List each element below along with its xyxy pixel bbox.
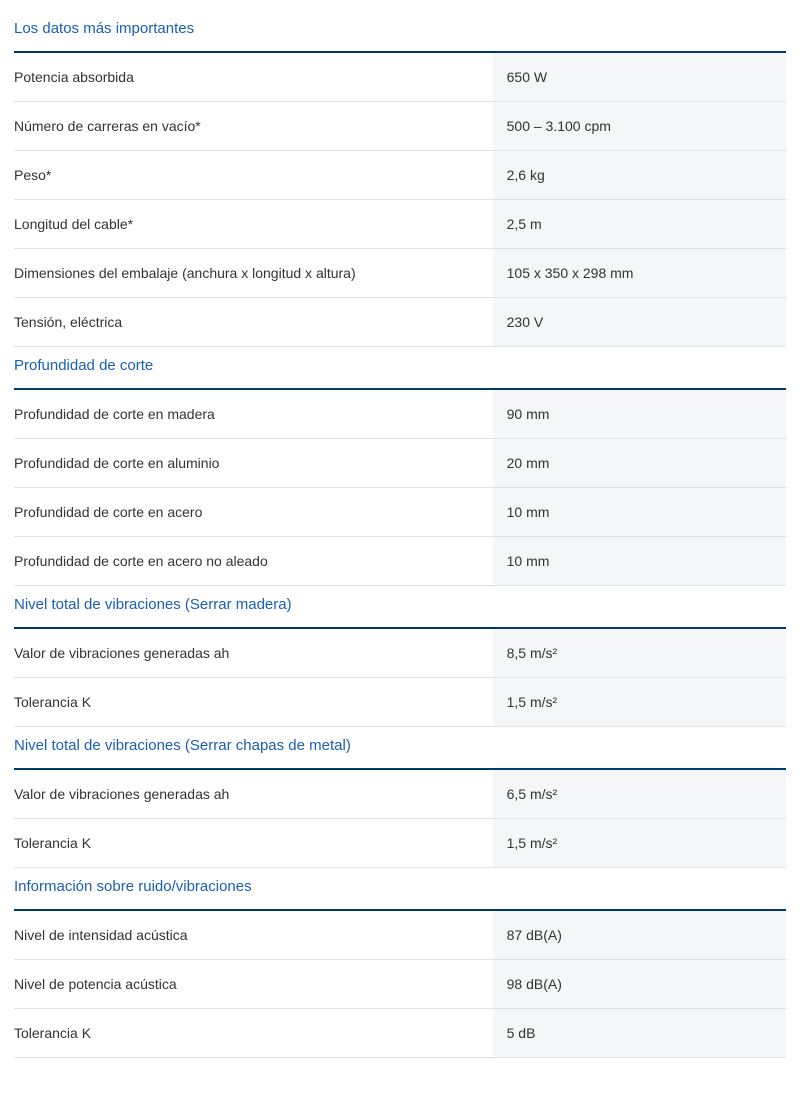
spec-sheet: Los datos más importantes Potencia absor… xyxy=(0,0,800,1078)
table-row: Longitud del cable* 2,5 m xyxy=(14,200,786,249)
table-row: Tolerancia K 1,5 m/s² xyxy=(14,819,786,868)
spec-value: 2,5 m xyxy=(493,200,786,248)
spec-label: Peso* xyxy=(14,151,493,199)
table-row: Valor de vibraciones generadas ah 8,5 m/… xyxy=(14,629,786,678)
table-row: Profundidad de corte en madera 90 mm xyxy=(14,390,786,439)
spec-value: 98 dB(A) xyxy=(493,960,786,1008)
spec-value: 650 W xyxy=(493,53,786,101)
spec-label: Potencia absorbida xyxy=(14,53,493,101)
spec-label: Longitud del cable* xyxy=(14,200,493,248)
spec-label: Tolerancia K xyxy=(14,678,493,726)
spec-label: Nivel de intensidad acústica xyxy=(14,911,493,959)
section-title: Nivel total de vibraciones (Serrar mader… xyxy=(14,586,786,627)
table-row: Nivel de potencia acústica 98 dB(A) xyxy=(14,960,786,1009)
table-row: Peso* 2,6 kg xyxy=(14,151,786,200)
table-row: Tolerancia K 5 dB xyxy=(14,1009,786,1058)
spec-label: Profundidad de corte en acero xyxy=(14,488,493,536)
spec-value: 10 mm xyxy=(493,488,786,536)
table-row: Valor de vibraciones generadas ah 6,5 m/… xyxy=(14,770,786,819)
table-row: Potencia absorbida 650 W xyxy=(14,53,786,102)
spec-label: Dimensiones del embalaje (anchura x long… xyxy=(14,249,493,297)
table-row: Tolerancia K 1,5 m/s² xyxy=(14,678,786,727)
table-row: Número de carreras en vacío* 500 – 3.100… xyxy=(14,102,786,151)
section-title: Información sobre ruido/vibraciones xyxy=(14,868,786,909)
section-title: Profundidad de corte xyxy=(14,347,786,388)
spec-value: 10 mm xyxy=(493,537,786,585)
spec-value: 1,5 m/s² xyxy=(493,819,786,867)
spec-label: Tolerancia K xyxy=(14,1009,493,1057)
spec-value: 2,6 kg xyxy=(493,151,786,199)
table-row: Profundidad de corte en aluminio 20 mm xyxy=(14,439,786,488)
table-row: Nivel de intensidad acústica 87 dB(A) xyxy=(14,911,786,960)
spec-value: 1,5 m/s² xyxy=(493,678,786,726)
spec-value: 230 V xyxy=(493,298,786,346)
spec-value: 6,5 m/s² xyxy=(493,770,786,818)
spec-value: 90 mm xyxy=(493,390,786,438)
section-title: Nivel total de vibraciones (Serrar chapa… xyxy=(14,727,786,768)
spec-value: 87 dB(A) xyxy=(493,911,786,959)
table-row: Profundidad de corte en acero no aleado … xyxy=(14,537,786,586)
spec-label: Profundidad de corte en madera xyxy=(14,390,493,438)
spec-label: Tolerancia K xyxy=(14,819,493,867)
spec-value: 105 x 350 x 298 mm xyxy=(493,249,786,297)
table-row: Dimensiones del embalaje (anchura x long… xyxy=(14,249,786,298)
spec-label: Valor de vibraciones generadas ah xyxy=(14,770,493,818)
table-row: Tensión, eléctrica 230 V xyxy=(14,298,786,347)
spec-label: Tensión, eléctrica xyxy=(14,298,493,346)
spec-label: Profundidad de corte en acero no aleado xyxy=(14,537,493,585)
section-title: Los datos más importantes xyxy=(14,10,786,51)
spec-label: Valor de vibraciones generadas ah xyxy=(14,629,493,677)
spec-label: Profundidad de corte en aluminio xyxy=(14,439,493,487)
spec-value: 20 mm xyxy=(493,439,786,487)
spec-label: Nivel de potencia acústica xyxy=(14,960,493,1008)
spec-value: 5 dB xyxy=(493,1009,786,1057)
spec-value: 8,5 m/s² xyxy=(493,629,786,677)
table-row: Profundidad de corte en acero 10 mm xyxy=(14,488,786,537)
spec-value: 500 – 3.100 cpm xyxy=(493,102,786,150)
spec-label: Número de carreras en vacío* xyxy=(14,102,493,150)
